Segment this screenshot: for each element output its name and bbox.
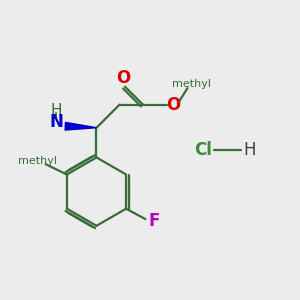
Text: F: F [148,212,159,230]
Text: H: H [243,141,256,159]
Text: Cl: Cl [195,141,212,159]
Text: methyl: methyl [18,156,57,166]
Text: methyl: methyl [172,79,212,89]
Text: H: H [51,103,62,118]
Text: O: O [166,95,180,113]
Text: N: N [50,113,63,131]
Text: O: O [116,69,130,87]
Polygon shape [65,122,97,130]
